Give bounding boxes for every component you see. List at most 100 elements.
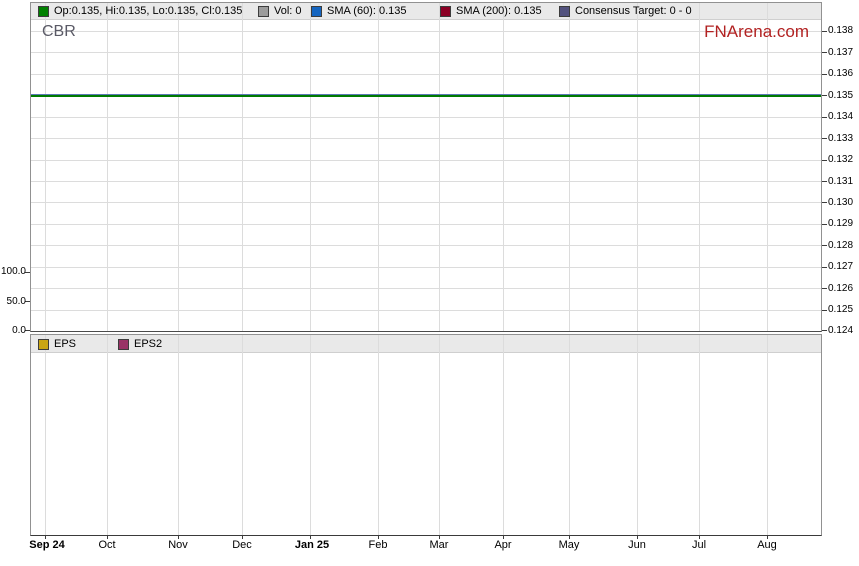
axis-tick <box>822 117 827 118</box>
axis-tick <box>25 272 30 273</box>
gridline-vertical <box>569 3 570 331</box>
price-line <box>31 94 821 97</box>
price-axis-label: 0.126 <box>828 283 854 294</box>
axis-tick <box>822 52 827 53</box>
legend-item-eps2: EPS2 <box>118 338 162 351</box>
gridline-vertical <box>767 335 768 535</box>
legend-item-sma200: SMA (200): 0.135 <box>440 5 542 18</box>
axis-tick <box>569 535 570 539</box>
gridline-vertical <box>439 3 440 331</box>
price-axis-label: 0.134 <box>828 111 854 122</box>
x-axis-label: Jun <box>628 539 646 551</box>
gridline-vertical <box>107 335 108 535</box>
price-axis-label: 0.131 <box>828 176 854 187</box>
axis-tick <box>637 535 638 539</box>
price-axis-label: 0.135 <box>828 90 854 101</box>
volume-axis-label: 0.0 <box>12 325 26 336</box>
legend-item-sma60: SMA (60): 0.135 <box>311 5 407 18</box>
legend-item-label: EPS <box>54 338 77 350</box>
axis-tick <box>822 245 827 246</box>
axis-tick <box>699 535 700 539</box>
gridline-vertical <box>699 3 700 331</box>
gridline-horizontal <box>31 310 821 311</box>
x-axis-label: Nov <box>168 539 188 551</box>
x-axis-label: Apr <box>494 539 512 551</box>
gridline-vertical <box>45 3 46 331</box>
gridline-vertical <box>310 3 311 331</box>
legend-item-label: Op:0.135, Hi:0.135, Lo:0.135, Cl:0.135 <box>54 5 243 17</box>
eps-legend-bar <box>31 335 821 353</box>
axis-tick <box>45 535 46 539</box>
gridline-vertical <box>378 3 379 331</box>
gridline-horizontal <box>31 31 821 32</box>
x-axis-label: Dec <box>232 539 252 551</box>
ticker-title: CBR <box>42 23 76 40</box>
axis-tick <box>178 535 179 539</box>
price-axis-label: 0.124 <box>828 325 854 336</box>
price-axis-label: 0.129 <box>828 218 854 229</box>
sma200-swatch-icon <box>440 6 451 17</box>
axis-tick <box>822 160 827 161</box>
gridline-horizontal <box>31 181 821 182</box>
legend-item-eps: EPS <box>38 338 76 351</box>
legend-item-label: SMA (60): 0.135 <box>327 5 407 17</box>
gridline-horizontal <box>31 267 821 268</box>
gridline-horizontal <box>31 288 821 289</box>
price-axis-label: 0.125 <box>828 304 854 315</box>
legend-item-label: Consensus Target: 0 - 0 <box>575 5 692 17</box>
volume-axis-label: 100.0 <box>0 266 26 277</box>
gridline-horizontal <box>31 138 821 139</box>
legend-bar <box>31 3 821 20</box>
axis-tick <box>822 330 827 331</box>
legend-item-label: SMA (200): 0.135 <box>456 5 542 17</box>
gridline-vertical <box>242 335 243 535</box>
x-axis-label: May <box>558 539 580 551</box>
gridline-horizontal <box>31 52 821 53</box>
axis-tick <box>822 310 827 311</box>
legend-item-price: Op:0.135, Hi:0.135, Lo:0.135, Cl:0.135 <box>38 5 242 18</box>
price-axis-label: 0.128 <box>828 240 854 251</box>
sma60-swatch-icon <box>311 6 322 17</box>
consensus-target-swatch-icon <box>559 6 570 17</box>
price-chart-panel: CBR FNArena.com Op:0.135, Hi:0.135, Lo:0… <box>30 2 822 332</box>
watermark-link[interactable]: FNArena.com <box>704 22 809 41</box>
x-axis-label: Oct <box>98 539 116 551</box>
x-axis-label: Jan 25 <box>294 539 330 551</box>
legend-item-consensus-target: Consensus Target: 0 - 0 <box>559 5 692 18</box>
price-axis-label: 0.137 <box>828 47 854 58</box>
axis-tick <box>25 330 30 331</box>
price-axis-label: 0.138 <box>828 25 854 36</box>
gridline-horizontal <box>31 202 821 203</box>
axis-tick <box>503 535 504 539</box>
axis-tick <box>822 31 827 32</box>
gridline-horizontal <box>31 224 821 225</box>
legend-item-label: EPS2 <box>134 338 163 350</box>
gridline-vertical <box>637 335 638 535</box>
gridline-vertical <box>310 335 311 535</box>
gridline-horizontal <box>31 160 821 161</box>
gridline-horizontal <box>31 74 821 75</box>
gridline-vertical <box>569 335 570 535</box>
price-axis-label: 0.133 <box>828 133 854 144</box>
gridline-vertical <box>699 335 700 535</box>
gridline-horizontal <box>31 245 821 246</box>
gridline-vertical <box>178 335 179 535</box>
x-axis-label: Aug <box>757 539 777 551</box>
price-axis-label: 0.132 <box>828 154 854 165</box>
axis-tick <box>822 267 827 268</box>
axis-tick <box>822 74 827 75</box>
price-axis-label: 0.130 <box>828 197 854 208</box>
x-axis-label: Mar <box>429 539 449 551</box>
legend-item-volume: Vol: 0 <box>258 5 302 18</box>
axis-tick <box>822 138 827 139</box>
x-axis-label: Feb <box>368 539 388 551</box>
axis-tick <box>25 301 30 302</box>
axis-tick <box>822 202 827 203</box>
gridline-vertical <box>439 335 440 535</box>
volume-axis-label: 50.0 <box>6 296 26 307</box>
price-swatch-icon <box>38 6 49 17</box>
gridline-horizontal <box>31 117 821 118</box>
gridline-vertical <box>767 3 768 331</box>
axis-tick <box>822 288 827 289</box>
